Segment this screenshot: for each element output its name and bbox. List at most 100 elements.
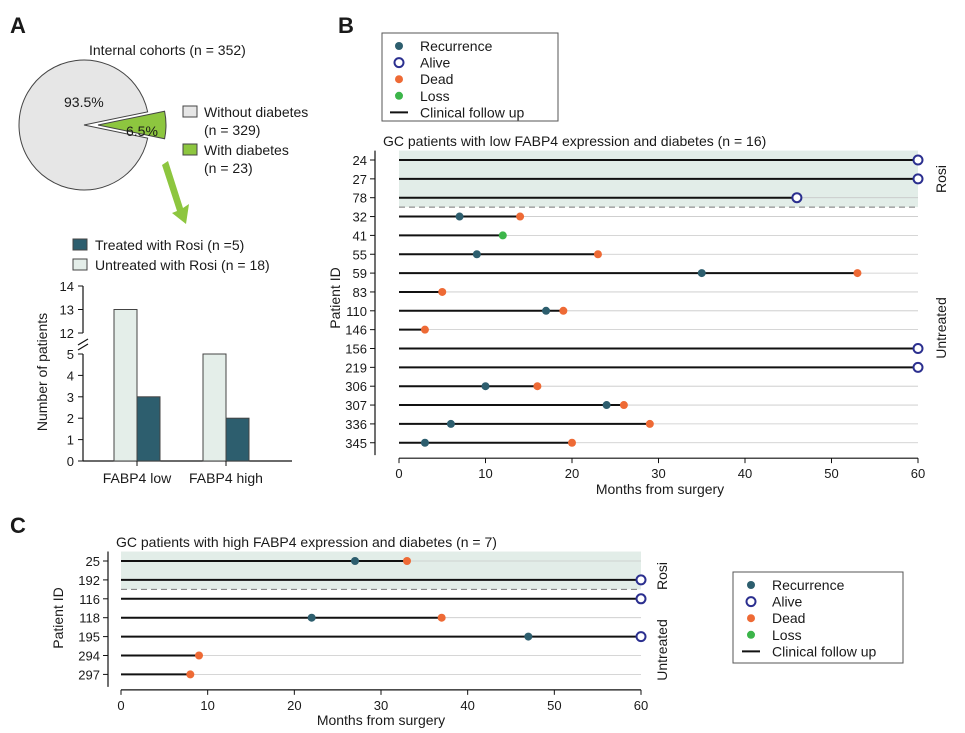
panel-b-letter: B — [338, 13, 354, 38]
x-tick-label: 50 — [824, 466, 838, 481]
x-tick-label: 10 — [200, 698, 214, 713]
x-tick-label: 40 — [738, 466, 752, 481]
legend-label: Alive — [772, 594, 803, 610]
x-tick-label: 20 — [287, 698, 301, 713]
patient-id-label: 110 — [346, 304, 367, 319]
alive-marker — [635, 631, 647, 643]
bar — [136, 396, 161, 462]
dead-marker — [645, 419, 654, 428]
bar-y-axis-label: Number of patients — [34, 313, 50, 431]
bar-y-tick-label: 13 — [60, 303, 74, 318]
patient-id-label: 78 — [353, 191, 367, 206]
panel-c-x-axis-label: Months from surgery — [317, 712, 445, 728]
pie-legend-sub: (n = 329) — [204, 122, 260, 138]
dead-marker — [516, 212, 525, 221]
panel-b-title: GC patients with low FABP4 expression an… — [383, 133, 766, 149]
pie-legend-swatch — [182, 143, 198, 156]
legend-marker-alive — [745, 596, 757, 608]
dead-marker — [533, 382, 542, 391]
bar-legend-swatch — [72, 258, 88, 271]
legend-label: Alive — [420, 55, 451, 71]
dead-marker — [195, 651, 203, 660]
patient-id-label: 156 — [345, 342, 367, 357]
bar — [202, 353, 227, 462]
panel-c-plot: 0 10 20 30 40 50 60 25 192 116 118 195 294 297 — [78, 551, 648, 713]
bar-x-tick-label: FABP4 high — [189, 470, 263, 486]
alive-marker — [635, 593, 647, 605]
legend-label: Clinical follow up — [420, 104, 524, 120]
pie-slice-with-diabetes — [97, 110, 167, 140]
bar — [113, 309, 138, 462]
axis-break-mark — [77, 338, 89, 346]
alive-marker — [912, 173, 924, 185]
recurrence-marker — [472, 250, 481, 259]
panel-b-legend-box — [381, 32, 559, 122]
bar-x-tick-label: FABP4 low — [103, 470, 172, 486]
loss-marker — [498, 231, 507, 240]
dead-marker — [619, 401, 628, 410]
dead-marker — [403, 557, 411, 565]
bar-legend-swatch — [72, 238, 88, 251]
dead-marker — [437, 613, 446, 622]
alive-marker — [791, 192, 803, 204]
bar — [225, 417, 250, 462]
pie-chart: 93.5% 6.5% — [18, 59, 167, 191]
patient-id-label: 306 — [345, 379, 367, 394]
legend-marker-recurrence — [395, 42, 403, 50]
dead-marker — [853, 269, 862, 278]
alive-marker — [635, 574, 647, 586]
bar-y-tick-label: 3 — [67, 390, 74, 405]
pie-label-with-diabetes: 6.5% — [126, 123, 158, 139]
rosi-band — [121, 551, 641, 590]
recurrence-marker — [307, 613, 316, 622]
bar-legend: Treated with Rosi (n =5) Untreated with R… — [72, 237, 270, 273]
recurrence-marker — [446, 419, 455, 428]
panel-a: A Internal cohorts (n = 352) 93.5% 6.5% W… — [10, 13, 308, 486]
bar-y-tick-label: 12 — [60, 326, 74, 341]
legend-label: Loss — [420, 88, 450, 104]
panel-c: C GC patients with high FABP4 expression… — [10, 513, 904, 728]
legend-label: Recurrence — [420, 38, 493, 54]
patient-id-label: 345 — [345, 436, 367, 451]
patient-id-label: 32 — [353, 210, 367, 225]
patient-id-label: 195 — [78, 630, 100, 645]
bar-y-tick-label: 14 — [60, 279, 74, 294]
bar-legend-label: Treated with Rosi (n =5) — [95, 237, 244, 253]
pie-legend-swatch — [182, 105, 198, 118]
patient-id-label: 118 — [79, 611, 100, 626]
legend-label: Dead — [772, 610, 805, 626]
x-tick-label: 10 — [478, 466, 492, 481]
x-tick-label: 60 — [911, 466, 925, 481]
legend-marker-dead — [395, 75, 403, 84]
pie-legend: Without diabetes (n = 329) With diabetes (n… — [182, 104, 308, 176]
x-tick-label: 0 — [395, 466, 402, 481]
pie-legend-label: Without diabetes — [204, 104, 308, 120]
panel-c-y-axis-label: Patient ID — [50, 587, 66, 648]
bar-legend-label: Untreated with Rosi (n = 18) — [95, 257, 270, 273]
dead-marker — [438, 287, 447, 296]
recurrence-marker — [481, 382, 490, 391]
legend-label: Loss — [772, 627, 802, 643]
legend-marker-loss — [395, 91, 403, 100]
patient-id-label: 25 — [86, 554, 100, 569]
patient-id-label: 59 — [353, 266, 367, 281]
x-tick-label: 60 — [634, 698, 648, 713]
recurrence-marker — [351, 557, 359, 565]
patient-id-label: 55 — [353, 247, 367, 262]
x-tick-label: 0 — [117, 698, 124, 713]
panel-c-group-rosi: Rosi — [654, 562, 670, 590]
patient-id-label: 83 — [353, 285, 367, 300]
recurrence-marker — [524, 632, 533, 641]
legend-marker-dead — [747, 614, 755, 623]
recurrence-marker — [602, 401, 611, 410]
panel-b-y-axis-label: Patient ID — [327, 267, 343, 328]
recurrence-marker — [455, 212, 464, 221]
patient-id-label: 24 — [353, 153, 367, 168]
x-tick-label: 20 — [565, 466, 579, 481]
panel-b-group-rosi: Rosi — [933, 165, 949, 193]
pie-title: Internal cohorts (n = 352) — [89, 42, 246, 58]
panel-c-title: GC patients with high FABP4 expression a… — [116, 534, 497, 550]
x-tick-label: 50 — [547, 698, 561, 713]
panel-c-legend-box — [732, 571, 904, 664]
